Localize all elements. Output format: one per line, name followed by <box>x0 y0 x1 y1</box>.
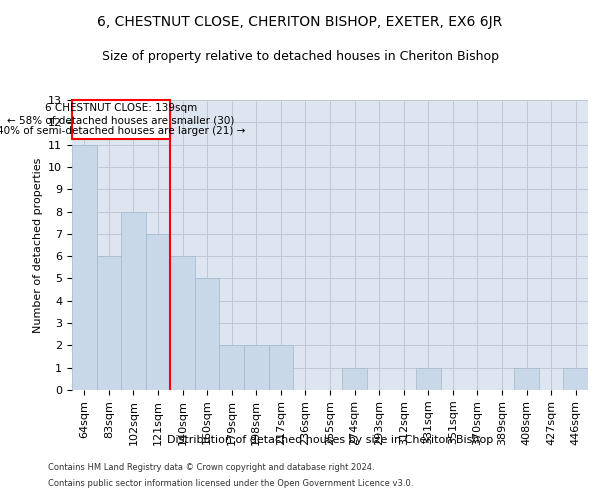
Bar <box>342 368 367 390</box>
Bar <box>416 368 440 390</box>
Bar <box>220 346 244 390</box>
Bar <box>244 346 269 390</box>
Bar <box>514 368 539 390</box>
Bar <box>121 212 146 390</box>
Text: Distribution of detached houses by size in Cheriton Bishop: Distribution of detached houses by size … <box>167 435 493 445</box>
Text: ← 58% of detached houses are smaller (30): ← 58% of detached houses are smaller (30… <box>7 115 235 125</box>
Y-axis label: Number of detached properties: Number of detached properties <box>32 158 43 332</box>
Bar <box>97 256 121 390</box>
Text: Size of property relative to detached houses in Cheriton Bishop: Size of property relative to detached ho… <box>101 50 499 63</box>
Text: 6 CHESTNUT CLOSE: 139sqm: 6 CHESTNUT CLOSE: 139sqm <box>45 103 197 113</box>
Text: Contains HM Land Registry data © Crown copyright and database right 2024.: Contains HM Land Registry data © Crown c… <box>48 464 374 472</box>
Bar <box>72 100 170 139</box>
Bar <box>195 278 220 390</box>
Bar <box>72 144 97 390</box>
Text: 40% of semi-detached houses are larger (21) →: 40% of semi-detached houses are larger (… <box>0 126 245 136</box>
Bar <box>146 234 170 390</box>
Text: 6, CHESTNUT CLOSE, CHERITON BISHOP, EXETER, EX6 6JR: 6, CHESTNUT CLOSE, CHERITON BISHOP, EXET… <box>97 15 503 29</box>
Bar <box>170 256 195 390</box>
Text: Contains public sector information licensed under the Open Government Licence v3: Contains public sector information licen… <box>48 478 413 488</box>
Bar <box>563 368 588 390</box>
Bar <box>269 346 293 390</box>
